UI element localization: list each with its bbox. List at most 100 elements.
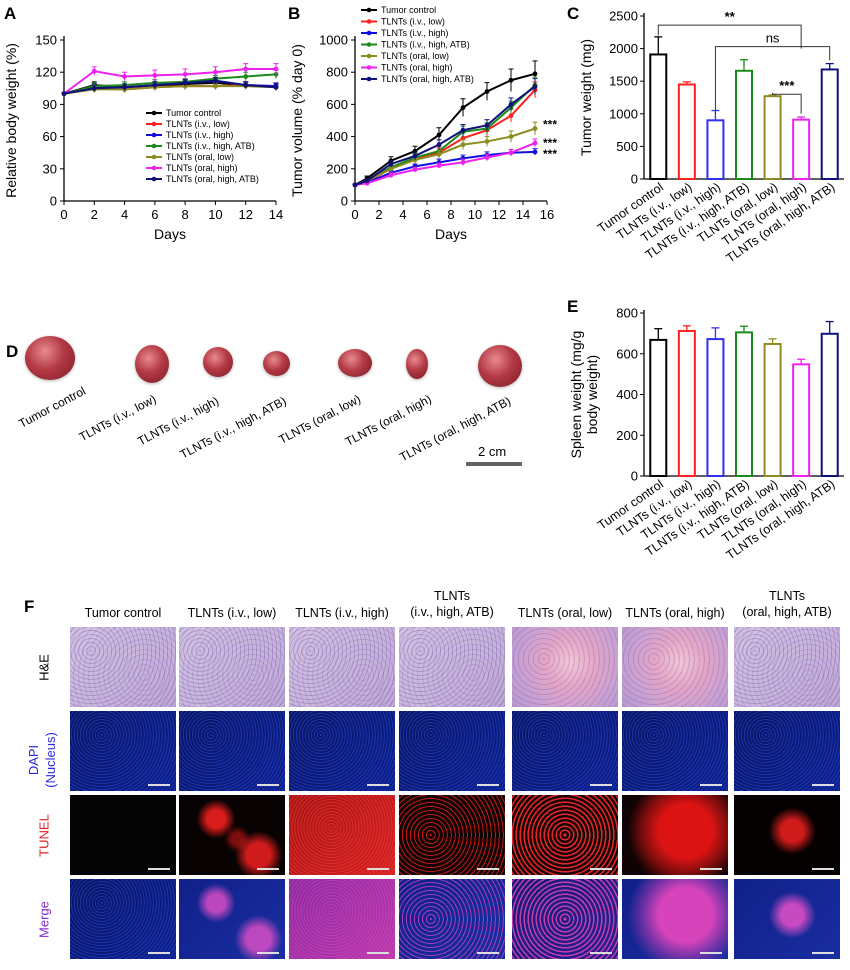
data-point <box>412 167 418 173</box>
micrograph-image <box>512 879 618 959</box>
series-5 <box>61 63 279 97</box>
chart-a-body-weight: 0 30 60 90 120 150 0 2 4 6 8 10 12 14 Days Relative bod… <box>3 33 283 243</box>
series-6 <box>61 77 279 97</box>
data-point <box>152 73 158 78</box>
bracket-line <box>714 46 831 114</box>
data-point <box>532 71 538 77</box>
bar <box>706 338 725 477</box>
x-tick-label: 12 <box>492 207 506 222</box>
column-header-line: TLNTs (oral, low) <box>517 606 613 620</box>
series-line <box>63 85 277 95</box>
histology-row-header: TUNEL <box>36 796 53 876</box>
y-tick-label: 500 <box>616 139 638 154</box>
micrograph-scale-bar <box>257 868 279 870</box>
y-tick-label: 400 <box>326 129 348 144</box>
micrograph-image <box>289 879 395 959</box>
x-tick-label: 14 <box>516 207 530 222</box>
y-tick-label: 30 <box>43 161 57 176</box>
y-axis-label: body weight) <box>584 355 600 434</box>
chart-e-spleen-weight: 0 200 400 600 800 Spleen weight (mg/g body wei… <box>568 306 844 562</box>
row-header-line: (Nucleus) <box>43 732 58 788</box>
data-point <box>91 85 97 91</box>
legend-marker <box>151 132 157 138</box>
tumor-photo-3 <box>203 347 233 377</box>
bar <box>649 53 668 180</box>
legend-label: TLNTs (i.v., high, ATB) <box>166 141 255 151</box>
y-tick-label: 600 <box>616 346 638 361</box>
data-point <box>508 102 514 107</box>
tumor-label-1: Tumor control <box>16 383 89 431</box>
micrograph-image <box>734 711 840 791</box>
bar <box>763 95 782 180</box>
histology-row-header: DAPI (Nucleus) <box>25 720 59 800</box>
data-point <box>484 139 490 144</box>
bar <box>735 69 753 180</box>
x-tick-label: 14 <box>269 207 283 222</box>
data-point <box>508 77 514 83</box>
data-point <box>273 84 279 90</box>
data-point <box>91 68 97 74</box>
data-point <box>532 126 538 131</box>
data-point <box>243 66 249 72</box>
legend-label: TLNTs (oral, high) <box>166 163 238 173</box>
bar <box>792 363 811 477</box>
histology-column-header: TLNTs (oral, high) <box>618 605 732 621</box>
x-tick-label: 10 <box>468 207 482 222</box>
significance-label: *** <box>543 118 557 132</box>
x-tick-label: 8 <box>447 207 454 222</box>
data-point <box>352 182 358 188</box>
micrograph-scale-bar <box>148 868 170 870</box>
histology-column-header: TLNTs (i.v., high, ATB) <box>395 588 509 620</box>
legend-label: TLNTs (oral, high, ATB) <box>166 174 259 184</box>
scale-bar-label: 2 cm <box>478 444 507 459</box>
legend-label: Tumor control <box>166 108 221 118</box>
x-axis-label: Days <box>435 226 467 242</box>
legend-label: TLNTs (i.v., low) <box>166 119 230 129</box>
panel-letter-e: E <box>567 297 579 316</box>
x-tick-label: 12 <box>238 207 252 222</box>
y-tick-label: 120 <box>35 65 57 80</box>
micrograph-scale-bar <box>148 784 170 786</box>
y-tick-label: 200 <box>326 161 348 176</box>
tumor-photo-6 <box>406 349 428 379</box>
bar <box>763 342 782 477</box>
x-axis-label: Days <box>154 226 186 242</box>
data-point <box>484 89 490 94</box>
histology-column-header: TLNTs (oral, high, ATB) <box>730 588 844 620</box>
panel-letter-b: B <box>288 4 301 23</box>
significance-bracket: ns <box>714 31 831 114</box>
legend-label: TLNTs (i.v., high) <box>166 130 233 140</box>
y-tick-label: 0 <box>631 172 638 187</box>
series-6 <box>352 78 538 188</box>
bracket-line <box>657 24 802 49</box>
x-tick-label: 0 <box>60 207 67 222</box>
x-tick-label: 6 <box>151 207 158 222</box>
legend-label: TLNTs (oral, high) <box>381 63 453 73</box>
legend-marker <box>366 42 372 47</box>
data-point <box>532 140 538 146</box>
legend-marker <box>366 76 372 82</box>
data-point <box>273 66 279 72</box>
series-line <box>63 79 277 95</box>
tumor-photo-4 <box>263 351 290 376</box>
data-point <box>460 105 466 111</box>
micrograph-scale-bar <box>477 868 499 870</box>
data-point <box>412 153 418 159</box>
micrograph-image <box>622 795 728 875</box>
bar <box>677 83 696 180</box>
data-point <box>388 161 394 167</box>
legend-marker <box>151 143 157 149</box>
micrograph-image <box>70 711 176 791</box>
y-tick-label: 90 <box>43 97 57 112</box>
micrograph-scale-bar <box>257 784 279 786</box>
y-axis-label: Tumor weight (mg) <box>578 39 594 156</box>
significance-label: *** <box>543 147 557 161</box>
data-point <box>182 71 188 77</box>
micrograph-image <box>70 795 176 875</box>
histology-column-header: TLNTs (i.v., low) <box>175 605 289 621</box>
row-header-line: Merge <box>36 901 52 938</box>
micrograph-image <box>179 627 285 707</box>
row-header-line: TUNEL <box>36 814 52 857</box>
x-tick-label: 4 <box>121 207 128 222</box>
